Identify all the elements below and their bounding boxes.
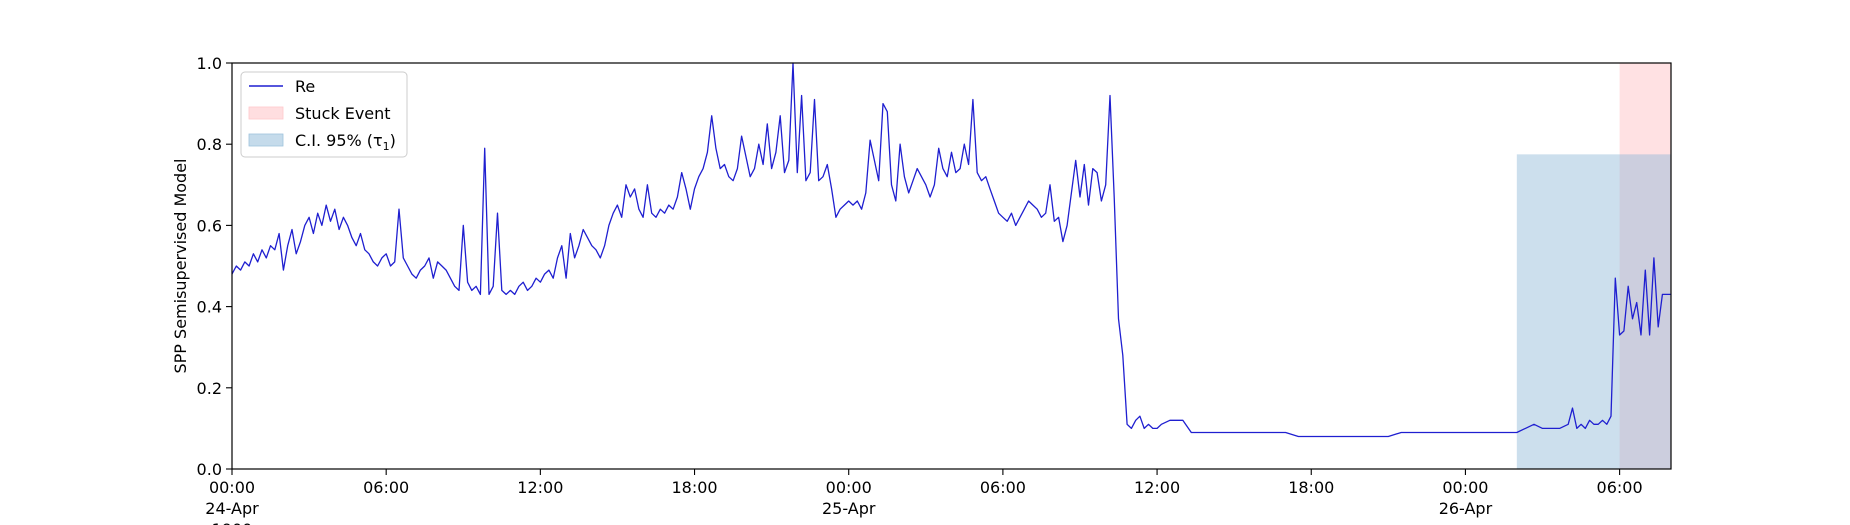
x-tick-label: 18:00 [671, 478, 717, 497]
x-tick-label: 12:00 [1134, 478, 1180, 497]
legend: Re Stuck Event C.I. 95% (τ1) [240, 71, 408, 158]
legend-label: Re [295, 77, 315, 96]
x-tick-year-label: 1900 [212, 520, 253, 525]
x-tick-label: 00:00 [1442, 478, 1488, 497]
y-tick-label: 0.0 [197, 460, 222, 479]
legend-label: C.I. 95% (τ1) [295, 131, 396, 153]
x-tick-date-label: 24-Apr [205, 499, 259, 518]
y-axis-title: SPP Semisupervised Model [171, 159, 190, 374]
y-tick-label: 0.4 [197, 298, 222, 317]
plot-frame [231, 62, 1672, 470]
region-c-i-95 [1516, 154, 1671, 469]
y-tick-label: 1.0 [197, 54, 222, 73]
x-tick-date-label: 26-Apr [1439, 499, 1493, 518]
legend-label: Stuck Event [295, 104, 391, 123]
y-tick-label: 0.2 [197, 379, 222, 398]
x-tick-label: 06:00 [363, 478, 409, 497]
x-tick-label: 06:00 [1597, 478, 1643, 497]
region-stuck-event [1619, 63, 1671, 469]
axes: 0.0 0.2 0.4 0.6 0.8 1.0 00:00 24-Apr 1900 06:00 12… [197, 54, 1672, 525]
legend-patch-swatch [248, 133, 284, 147]
x-tick-label: 00:00 [826, 478, 872, 497]
x-tick-label: 00:00 [209, 478, 255, 497]
y-tick-label: 0.8 [197, 135, 222, 154]
x-tick-date-label: 25-Apr [822, 499, 876, 518]
legend-patch-swatch [248, 106, 284, 120]
x-tick-label: 06:00 [980, 478, 1026, 497]
shaded-regions [1516, 63, 1671, 469]
series-line-re [231, 62, 1671, 438]
x-tick-label: 18:00 [1288, 478, 1334, 497]
x-tick-label: 12:00 [517, 478, 563, 497]
y-tick-label: 0.6 [197, 216, 222, 235]
